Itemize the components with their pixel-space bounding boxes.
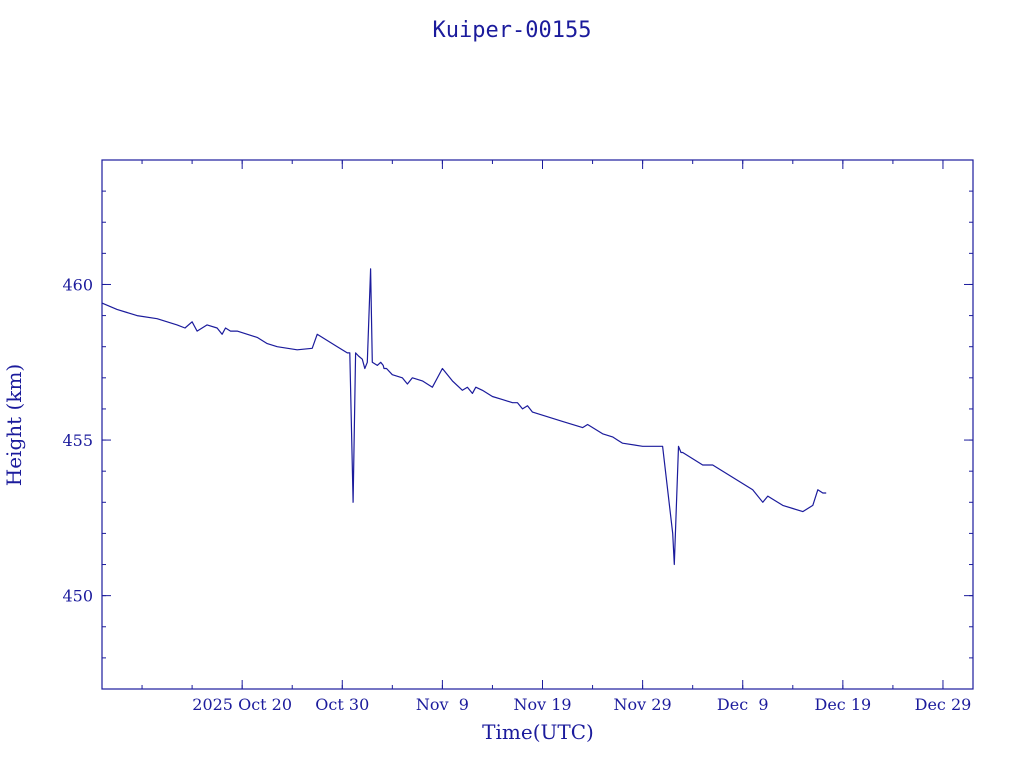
height-series-line xyxy=(101,268,827,566)
x-tick-label: Oct 30 xyxy=(315,695,369,714)
x-tick-label: Nov 9 xyxy=(416,695,469,714)
tick-labels: 2025 Oct 20 Oct 30 Nov 9 Nov 19 Nov 29 Dec 9 D… xyxy=(62,275,971,714)
y-axis-label: Height (km) xyxy=(2,364,26,486)
x-tick-label: Dec 19 xyxy=(814,695,871,714)
y-tick-label: 450 xyxy=(62,587,93,606)
axis-ticks xyxy=(102,159,973,690)
x-tick-label: Dec 9 xyxy=(717,695,769,714)
x-tick-label: 2025 Oct 20 xyxy=(192,695,292,714)
y-tick-label: 455 xyxy=(62,431,93,450)
x-axis-label: Time(UTC) xyxy=(482,720,594,744)
chart-title: Kuiper-00155 xyxy=(433,18,592,43)
y-tick-label: 460 xyxy=(62,275,93,294)
x-tick-label: Nov 29 xyxy=(614,695,672,714)
x-tick-label: Nov 19 xyxy=(513,695,571,714)
x-tick-label: Dec 29 xyxy=(915,695,972,714)
plot-frame xyxy=(101,159,974,690)
series-group xyxy=(101,268,827,566)
